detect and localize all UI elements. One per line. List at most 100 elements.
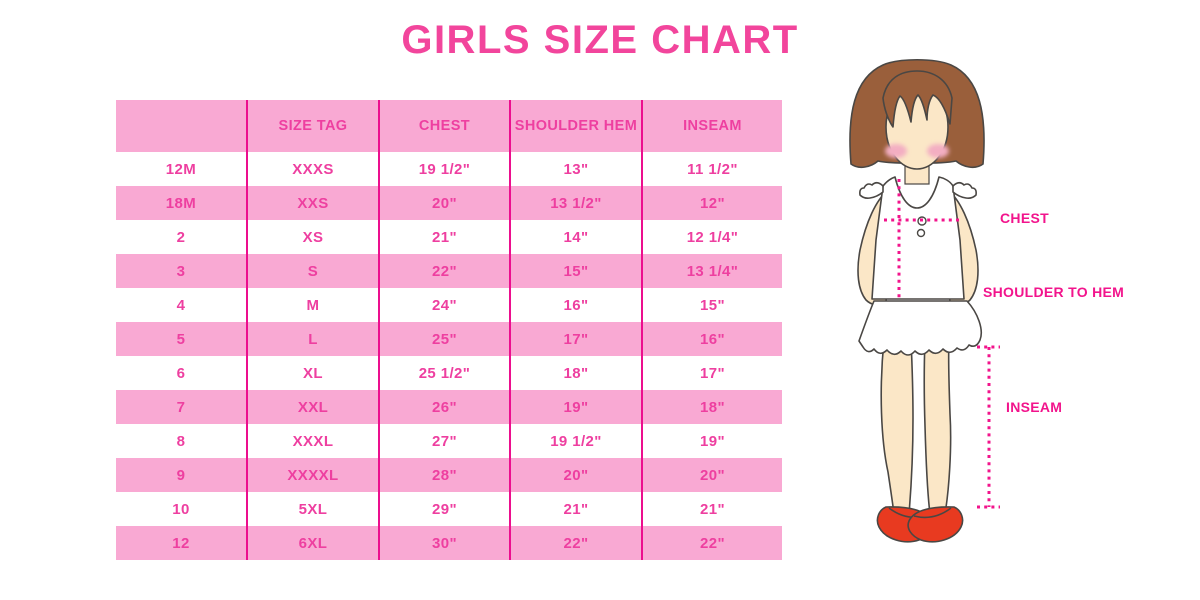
cell: 24"	[379, 288, 511, 322]
table-row: 4 M 24" 16" 15"	[116, 288, 782, 322]
cell: 12"	[642, 186, 782, 220]
cell: 27"	[379, 424, 511, 458]
cell: 19"	[510, 390, 643, 424]
table-row: 6 XL 25 1/2" 18" 17"	[116, 356, 782, 390]
cell: 19 1/2"	[510, 424, 643, 458]
blush-left	[885, 144, 907, 158]
column-header: SHOULDER HEM	[510, 100, 643, 152]
cell: XXXL	[247, 424, 380, 458]
table-row: 9 XXXXL 28" 20" 20"	[116, 458, 782, 492]
cell: 15"	[510, 254, 643, 288]
cell: 13 1/4"	[642, 254, 782, 288]
cell: L	[247, 322, 380, 356]
cell: 14"	[510, 220, 643, 254]
blush-right	[927, 144, 949, 158]
cell: 5	[116, 322, 248, 356]
cell: 18"	[642, 390, 782, 424]
cell: 22"	[379, 254, 511, 288]
table-row: 3 S 22" 15" 13 1/4"	[116, 254, 782, 288]
cell: 3	[116, 254, 248, 288]
column-header: INSEAM	[642, 100, 782, 152]
cell: 20"	[642, 458, 782, 492]
size-table: SIZE TAG CHEST SHOULDER HEM INSEAM 12M XXXS 1…	[116, 100, 782, 560]
column-header: SIZE TAG	[247, 100, 380, 152]
inseam-label: INSEAM	[1006, 399, 1063, 415]
cell: S	[247, 254, 380, 288]
cell: 25 1/2"	[379, 356, 511, 390]
hair-back	[849, 59, 985, 169]
left-shoulder-ruffle	[859, 181, 884, 199]
cell: XXS	[247, 186, 380, 220]
right-shoe	[907, 506, 964, 543]
table-row: 12 6XL 30" 22" 22"	[116, 526, 782, 560]
cell: 12M	[116, 152, 248, 186]
cell: 6XL	[247, 526, 380, 560]
face	[885, 84, 949, 170]
cell: 17"	[510, 322, 643, 356]
cell: 29"	[379, 492, 511, 526]
size-table-body: 12M XXXS 19 1/2" 13" 11 1/2" 18M XXS 20" 13 1/2"…	[116, 152, 782, 560]
cell: 19 1/2"	[379, 152, 511, 186]
cell: 16"	[510, 288, 643, 322]
cell: 18M	[116, 186, 248, 220]
button-bottom	[916, 228, 926, 238]
top-garment	[871, 176, 965, 300]
hair-bangs	[882, 70, 953, 128]
column-header	[116, 100, 248, 152]
cell: 26"	[379, 390, 511, 424]
cell: 20"	[510, 458, 643, 492]
table-row: 8 XXXL 27" 19 1/2" 19"	[116, 424, 782, 458]
right-leg	[923, 339, 952, 515]
cell: 12 1/4"	[642, 220, 782, 254]
cell: 13"	[510, 152, 643, 186]
cell: 9	[116, 458, 248, 492]
table-row: 10 5XL 29" 21" 21"	[116, 492, 782, 526]
cell: 13 1/2"	[510, 186, 643, 220]
cell: XL	[247, 356, 380, 390]
cell: 19"	[642, 424, 782, 458]
cell: 16"	[642, 322, 782, 356]
right-shoulder-ruffle	[952, 181, 977, 199]
neck	[904, 155, 930, 185]
right-shoe-strap	[913, 507, 952, 519]
cell: 12	[116, 526, 248, 560]
cell: 20"	[379, 186, 511, 220]
cell: 21"	[379, 220, 511, 254]
cell: 7	[116, 390, 248, 424]
chest-label: CHEST	[1000, 210, 1049, 226]
cell: 30"	[379, 526, 511, 560]
cell: XS	[247, 220, 380, 254]
cell: XXL	[247, 390, 380, 424]
table-row: 7 XXL 26" 19" 18"	[116, 390, 782, 424]
left-shoe-strap	[888, 507, 927, 519]
cell: 10	[116, 492, 248, 526]
cell: 6	[116, 356, 248, 390]
left-leg	[880, 339, 914, 515]
girl-illustration	[849, 59, 1000, 543]
cell: 22"	[510, 526, 643, 560]
table-row: 2 XS 21" 14" 12 1/4"	[116, 220, 782, 254]
page-title: GIRLS SIZE CHART	[401, 18, 799, 62]
table-row: 18M XXS 20" 13 1/2" 12"	[116, 186, 782, 220]
cell: 18"	[510, 356, 643, 390]
column-header: CHEST	[379, 100, 511, 152]
cell: 4	[116, 288, 248, 322]
left-shoe	[876, 506, 933, 543]
left-arm	[857, 189, 891, 306]
cell: 5XL	[247, 492, 380, 526]
cell: 2	[116, 220, 248, 254]
cell: 28"	[379, 458, 511, 492]
right-arm	[945, 189, 979, 306]
table-row: 12M XXXS 19 1/2" 13" 11 1/2"	[116, 152, 782, 186]
cell: M	[247, 288, 380, 322]
table-row: 5 L 25" 17" 16"	[116, 322, 782, 356]
cell: 22"	[642, 526, 782, 560]
cell: XXXXL	[247, 458, 380, 492]
cell: XXXS	[247, 152, 380, 186]
skirt	[858, 300, 983, 356]
cell: 25"	[379, 322, 511, 356]
cell: 15"	[642, 288, 782, 322]
cell: 17"	[642, 356, 782, 390]
cell: 21"	[642, 492, 782, 526]
size-table-header: SIZE TAG CHEST SHOULDER HEM INSEAM	[116, 100, 782, 152]
